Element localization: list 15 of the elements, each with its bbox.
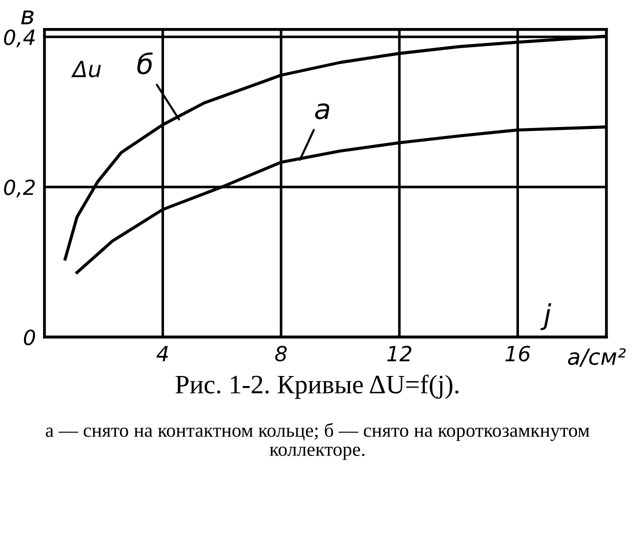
y-axis-title: в bbox=[21, 10, 34, 24]
annotation: Δu bbox=[71, 60, 101, 78]
text: а/см² bbox=[568, 348, 626, 367]
series-label: а bbox=[315, 103, 330, 120]
x-axis-title: j bbox=[540, 303, 552, 330]
y-tick-label: 0 bbox=[24, 330, 36, 346]
x-tick-label: 4 bbox=[156, 346, 168, 362]
x-tick-label: 16 bbox=[505, 346, 530, 362]
series-label: б bbox=[137, 52, 153, 74]
x-tick-label: 8 bbox=[275, 346, 287, 362]
y-tick-label: 0,4 bbox=[4, 29, 35, 48]
text: а — снято на контактном кольце; б — снято на короткозамкнутом коллекторе. bbox=[46, 422, 590, 460]
x-tick-label: 12 bbox=[387, 346, 412, 362]
text: Рис. 1-2. Кривые ΔU=f(j). bbox=[176, 374, 458, 399]
y-tick-label: 0,2 bbox=[4, 179, 35, 198]
